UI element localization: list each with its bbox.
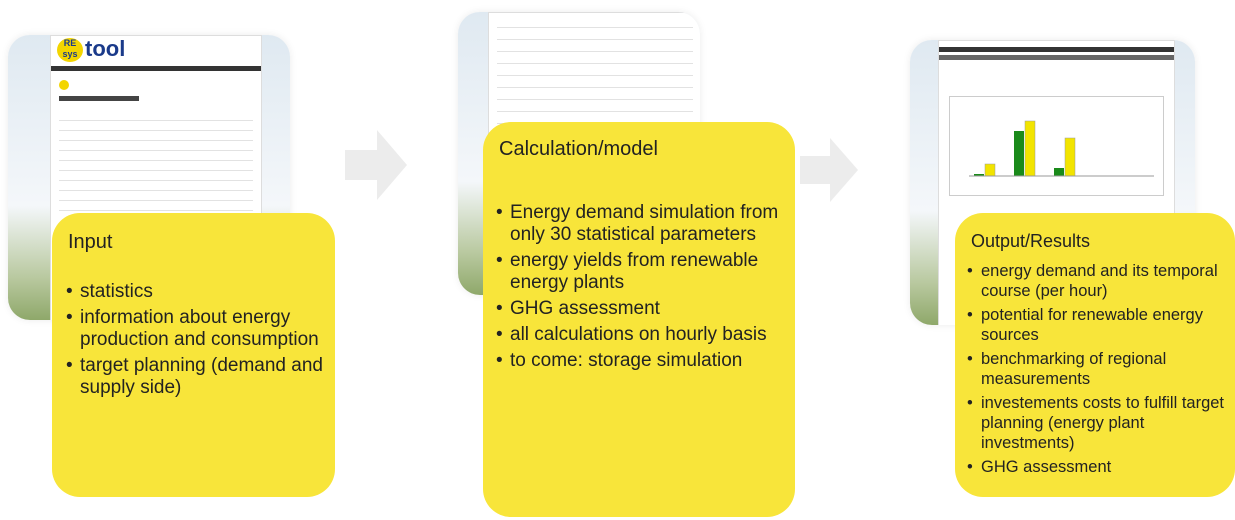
input-box: Input statistics information about energy… <box>52 213 335 497</box>
logo-sys: sys <box>62 49 78 59</box>
list-item: to come: storage simulation <box>496 350 785 372</box>
item-list: Energy demand simulation from only 30 st… <box>496 202 785 376</box>
list-item: information about energy production and … <box>66 307 325 351</box>
logo-tool: tool <box>85 36 126 61</box>
output-box: Output/Results energy demand and its tem… <box>955 213 1235 497</box>
list-item: GHG assessment <box>496 298 785 320</box>
icon <box>59 80 69 90</box>
list-item: GHG assessment <box>967 457 1231 477</box>
sample-chart <box>949 96 1164 196</box>
list-item: investements costs to fulfill target pla… <box>967 393 1231 453</box>
list-item: benchmarking of regional measurements <box>967 349 1231 389</box>
nav-bar <box>51 66 261 71</box>
list-item: potential for renewable energy sources <box>967 305 1231 345</box>
list-item: all calculations on hourly basis <box>496 324 785 346</box>
model-box: Calculation/model Energy demand simulati… <box>483 122 795 517</box>
heading <box>59 96 139 101</box>
logo-re: RE <box>63 38 77 48</box>
list-item: statistics <box>66 281 325 303</box>
list-item: energy yields from renewable energy plan… <box>496 250 785 294</box>
arrow <box>800 138 858 202</box>
list-item: target planning (demand and supply side) <box>66 355 325 399</box>
item-list: energy demand and its temporal course (p… <box>967 261 1231 481</box>
web-page <box>938 40 1175 325</box>
box-title: Input <box>68 231 113 253</box>
list-item: energy demand and its temporal course (p… <box>967 261 1231 301</box>
box-title: Calculation/model <box>499 138 658 160</box>
input-screenshot: RE sys tool <box>8 35 290 320</box>
item-list: statistics information about energy produ… <box>66 281 325 403</box>
arrow <box>345 130 407 200</box>
nav-bar <box>939 47 1174 52</box>
list-item: Energy demand simulation from only 30 st… <box>496 202 785 246</box>
logo: RE sys <box>57 38 83 62</box>
box-title: Output/Results <box>971 231 1091 251</box>
sub-nav <box>939 55 1174 60</box>
